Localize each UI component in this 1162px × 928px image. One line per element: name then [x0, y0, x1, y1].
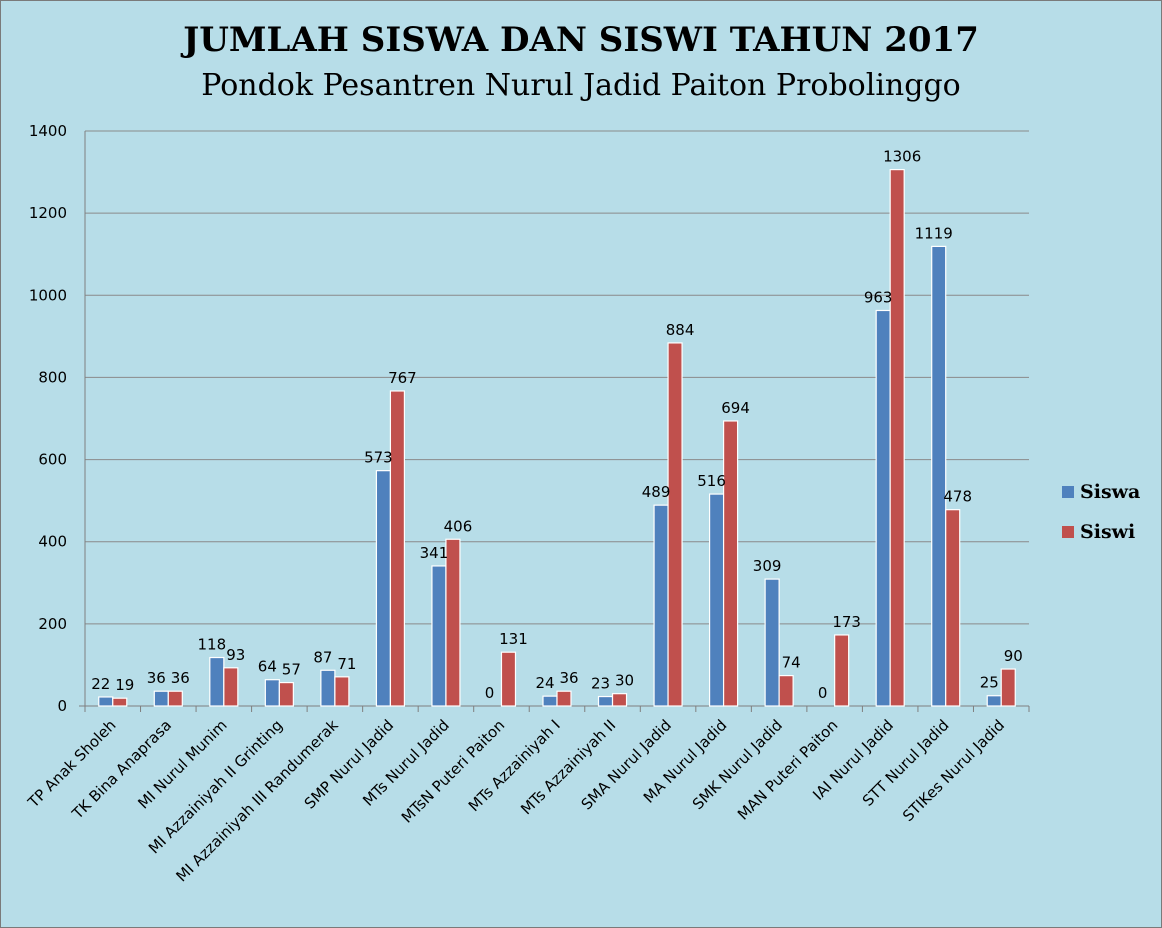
bar-siswa: [875, 309, 891, 707]
data-label-siswa: 489: [642, 483, 671, 501]
data-label-siswi: 478: [943, 488, 972, 506]
data-label-siswi: 173: [832, 613, 861, 631]
data-label-siswa: 118: [198, 636, 227, 654]
y-tick-label: 1400: [29, 122, 67, 140]
bar-siswi: [112, 697, 128, 707]
bar-siswi: [445, 538, 461, 707]
data-label-siswa: 36: [147, 669, 166, 687]
bar-siswa: [764, 578, 780, 707]
data-label-siswi: 93: [226, 646, 245, 664]
bar-siswa: [597, 695, 614, 707]
bar-siswi: [389, 390, 406, 707]
bar-siswi: [778, 675, 794, 707]
bar-siswi: [1000, 668, 1016, 707]
bar-siswa: [375, 470, 392, 707]
bar-siswi: [223, 667, 239, 707]
chart-subtitle: Pondok Pesantren Nurul Jadid Paiton Prob…: [201, 68, 961, 103]
data-label-siswi: 1306: [883, 148, 921, 166]
bar-siswi: [889, 169, 905, 707]
bar-siswa: [320, 669, 336, 707]
y-tick-label: 800: [38, 368, 67, 386]
data-label-siswa: 0: [818, 684, 828, 702]
data-label-siswi: 36: [559, 669, 578, 687]
data-label-siswa: 516: [697, 472, 726, 490]
category-label: MTs Azzainiyah II: [517, 716, 619, 818]
bar-siswa: [986, 695, 1002, 707]
data-label-siswi: 884: [666, 321, 695, 339]
legend: Siswa Siswi: [1062, 481, 1140, 543]
bar-siswa: [653, 504, 669, 707]
data-label-siswa: 1119: [915, 224, 953, 242]
bar-siswi: [278, 681, 294, 707]
gridlines: [85, 130, 1029, 625]
data-label-siswa: 25: [980, 674, 999, 692]
data-label-siswi: 30: [615, 672, 634, 690]
bar-siswi: [334, 676, 350, 707]
bar-siswi: [667, 342, 683, 707]
y-tick-label: 1200: [29, 204, 67, 222]
category-label: MTsN Puteri Paiton: [398, 716, 508, 826]
bar-siswa: [98, 696, 114, 707]
legend-label-siswi: Siswi: [1080, 521, 1135, 543]
data-label-siswa: 309: [753, 557, 782, 575]
data-label-siswi: 57: [282, 661, 301, 679]
data-label-siswi: 90: [1004, 647, 1023, 665]
y-tick-label: 600: [38, 451, 67, 469]
category-label: TK Bina Anaprasa: [68, 716, 175, 823]
data-label-siswa: 573: [364, 449, 393, 467]
data-label-siswa: 87: [313, 648, 332, 666]
data-label-siswa: 23: [591, 675, 610, 693]
bar-siswi: [945, 509, 961, 707]
category-label: STIKes Nurul Jadid: [899, 716, 1008, 825]
bar-siswa: [708, 493, 725, 707]
bar-siswi: [722, 420, 739, 707]
data-label-siswa: 64: [258, 658, 277, 676]
data-label-siswa: 341: [420, 544, 449, 562]
bar-siswi: [500, 651, 517, 707]
data-label-siswi: 19: [115, 676, 134, 694]
y-tick-label: 0: [57, 697, 67, 715]
y-tick-label: 200: [38, 615, 67, 633]
data-label-siswa: 22: [91, 675, 110, 693]
bar-siswa: [153, 690, 169, 707]
bar-siswa: [542, 695, 558, 707]
data-label-siswi: 36: [171, 669, 190, 687]
category-label: MAN Puteri Paiton: [734, 716, 841, 823]
bar-siswa: [264, 679, 280, 707]
legend-swatch-siswi: [1062, 526, 1074, 538]
data-label-siswi: 131: [499, 630, 528, 648]
legend-label-siswa: Siswa: [1080, 481, 1140, 503]
bar-siswa: [431, 565, 447, 707]
data-label-siswa: 24: [535, 674, 554, 692]
y-tick-label: 1000: [29, 286, 67, 304]
y-tick-label: 400: [38, 533, 67, 551]
data-label-siswa: 963: [864, 288, 893, 306]
bar-siswi: [556, 690, 572, 707]
data-label-siswi: 71: [337, 655, 356, 673]
bar-siswi: [167, 690, 183, 707]
bar-siswi: [611, 693, 628, 707]
bar-siswa: [209, 656, 225, 707]
data-label-siswa: 0: [485, 684, 495, 702]
data-label-siswi: 74: [782, 654, 801, 672]
bar-siswa: [931, 245, 947, 707]
data-label-siswi: 694: [721, 399, 750, 417]
legend-swatch-siswa: [1062, 486, 1074, 498]
chart-title: JUMLAH SISWA DAN SISWI TAHUN 2017: [183, 20, 979, 60]
data-label-siswi: 767: [388, 369, 417, 387]
bar-siswi: [834, 634, 850, 707]
bars: [98, 169, 1016, 707]
data-label-siswi: 406: [444, 517, 473, 535]
